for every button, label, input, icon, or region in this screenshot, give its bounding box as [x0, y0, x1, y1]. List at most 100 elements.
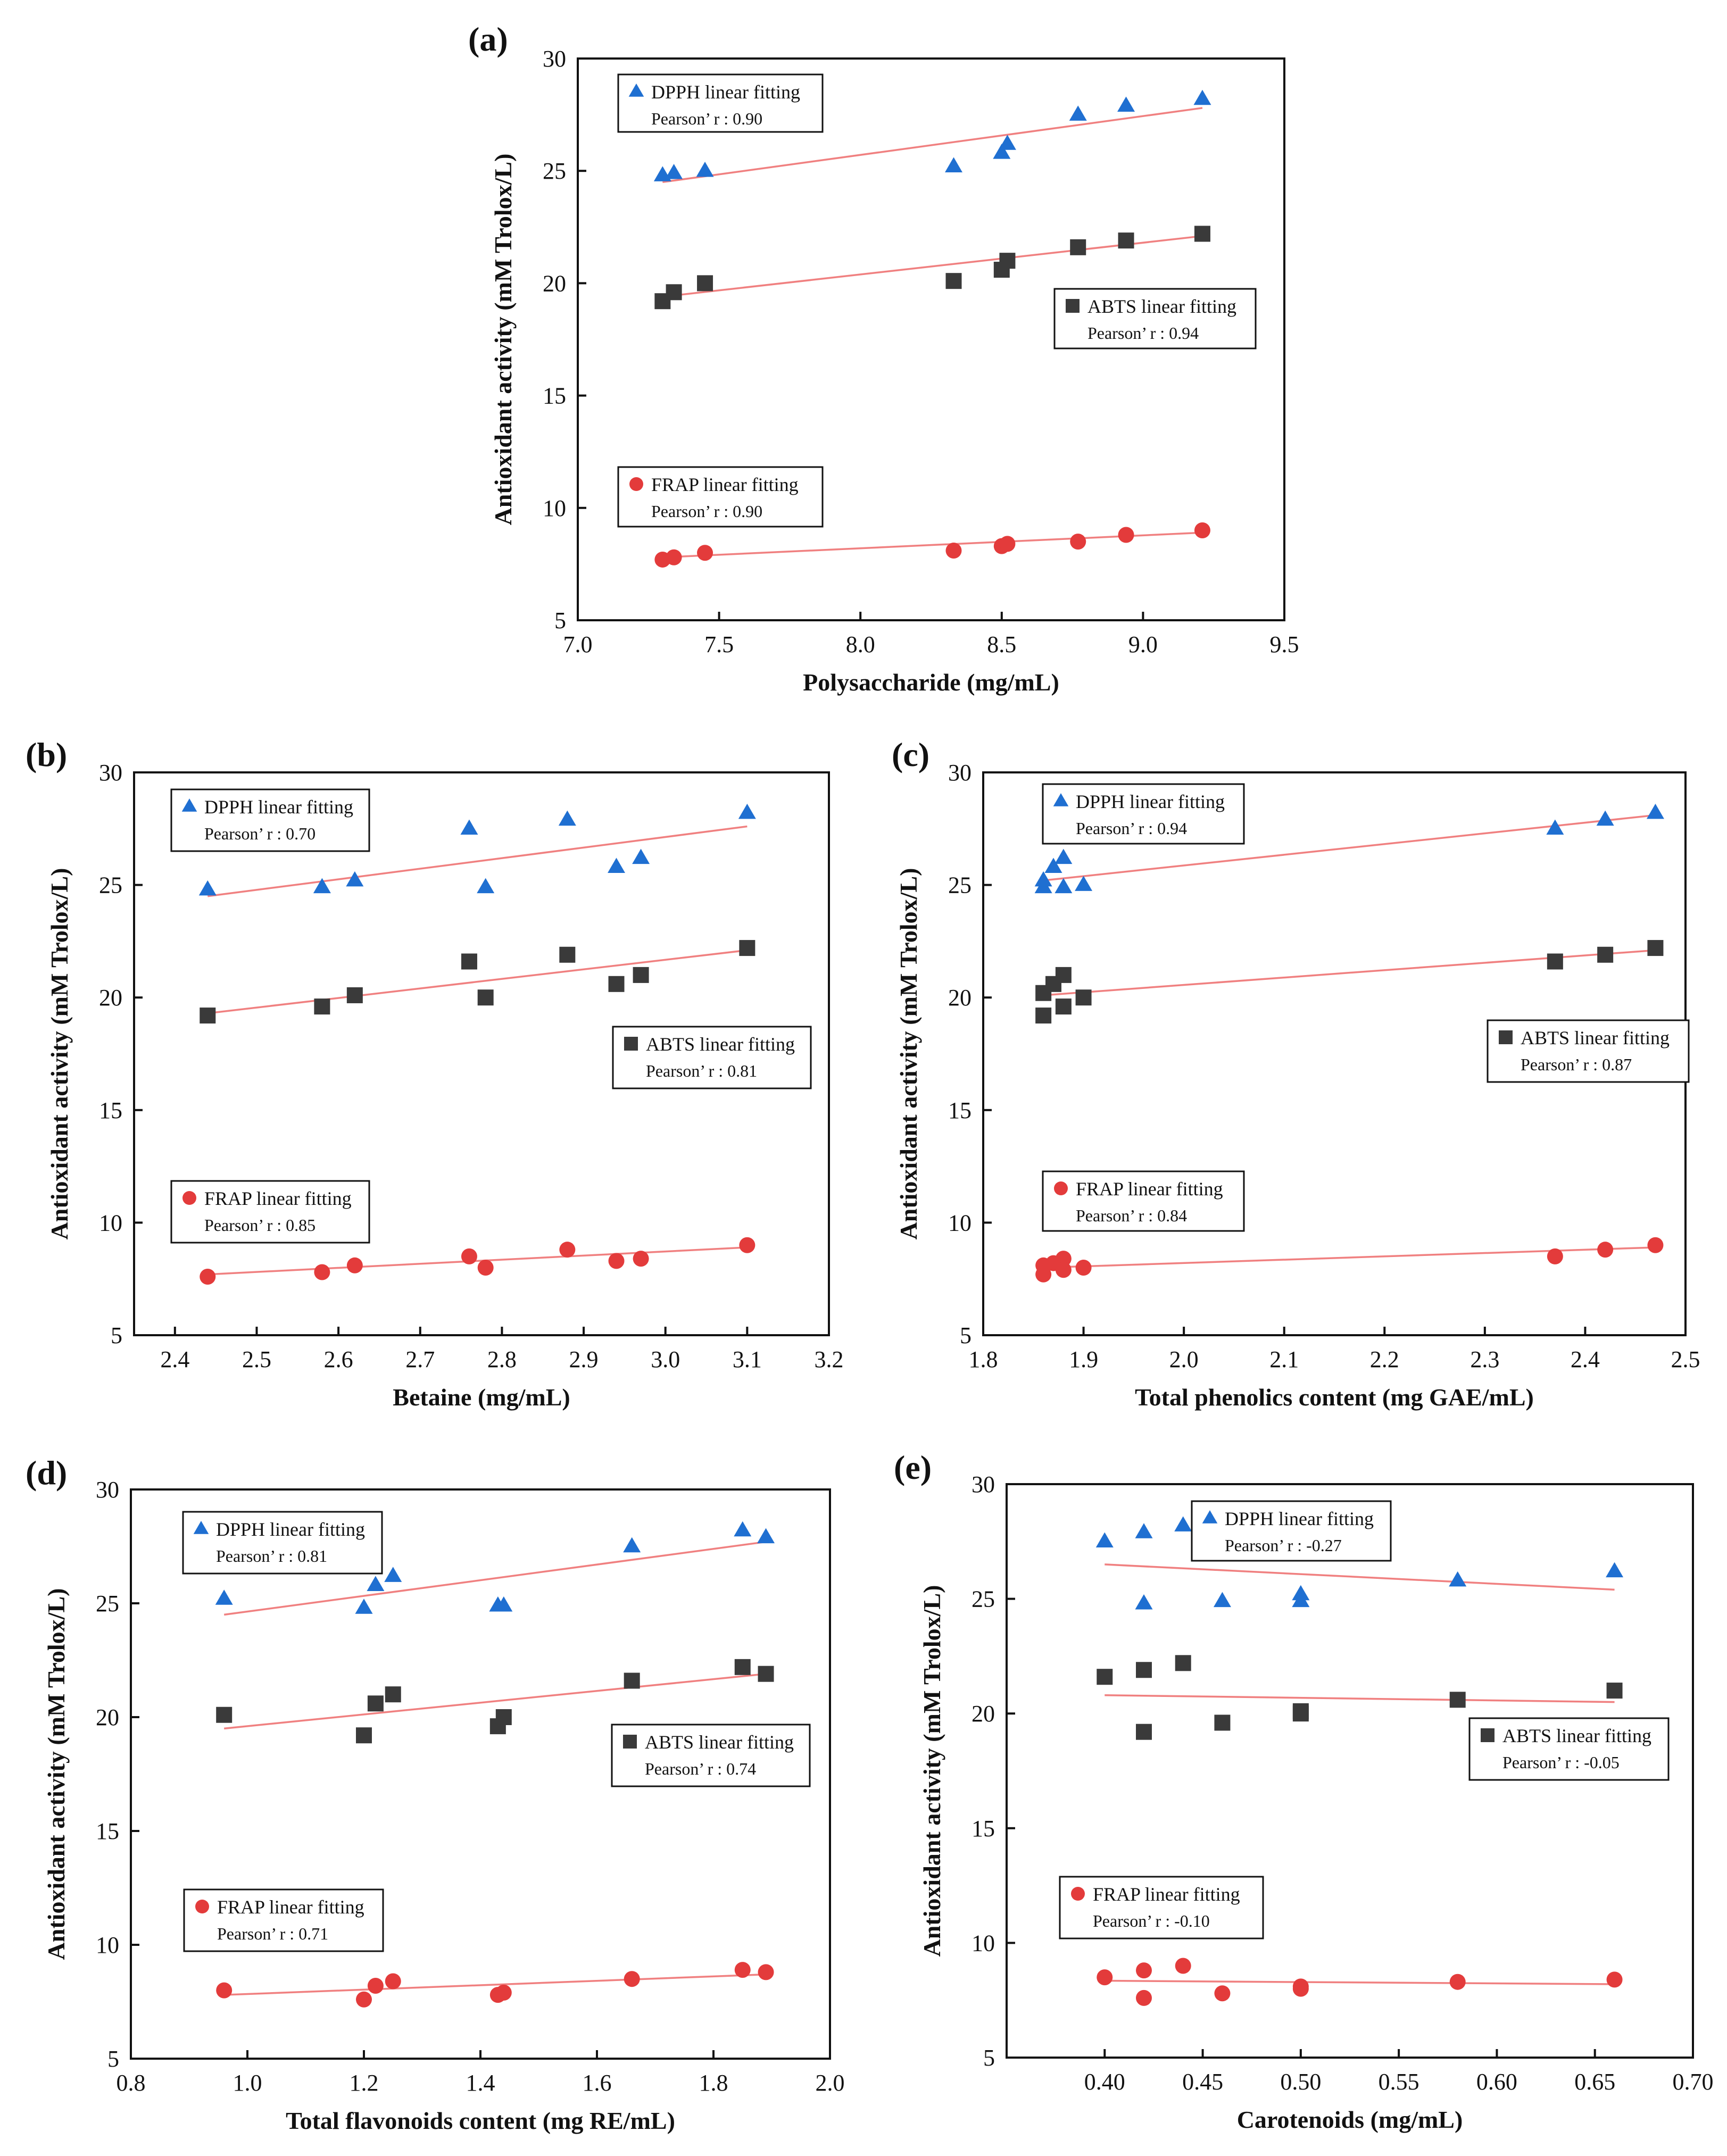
abts-point: [1175, 1655, 1191, 1671]
abts-legend: ABTS linear fitting Pearson’ r : 0.81: [612, 1026, 812, 1089]
pearson-value: Pearson’ r : -0.10: [1093, 1911, 1210, 1930]
y-tick-label: 20: [972, 1701, 995, 1727]
x-tick-label: 2.5: [242, 1346, 271, 1372]
frap-point: [734, 1962, 751, 1978]
x-tick-label: 0.8: [117, 2070, 146, 2096]
abts-point: [608, 976, 625, 992]
frap-fit-line: [1043, 1246, 1656, 1269]
frap-point: [385, 1973, 401, 1989]
frap-point: [1547, 1248, 1563, 1264]
abts-point: [1292, 1705, 1309, 1722]
x-tick-label: 2.3: [1470, 1346, 1499, 1372]
legend-label: ABTS linear fitting: [645, 1732, 794, 1753]
dpph-point: [1213, 1592, 1231, 1608]
legend-label: DPPH linear fitting: [1225, 1508, 1374, 1529]
dpph-point: [1117, 96, 1135, 112]
series-abts: [216, 1659, 774, 1744]
abts-point: [367, 1695, 384, 1712]
dpph-point: [460, 819, 478, 835]
legend-marker: [1066, 299, 1080, 313]
y-tick-label: 25: [948, 872, 972, 898]
dpph-point: [1044, 858, 1062, 873]
x-tick-label: 2.0: [1169, 1346, 1199, 1372]
pearson-value: Pearson’ r : 0.85: [204, 1216, 315, 1235]
legend-marker: [623, 1735, 637, 1749]
y-tick-label: 5: [960, 1322, 972, 1348]
y-tick-label: 20: [543, 270, 566, 296]
dpph-point: [1055, 878, 1073, 894]
legend-box: [1191, 1500, 1392, 1562]
series-frap: [1035, 1237, 1664, 1283]
x-tick-label: 1.6: [583, 2070, 612, 2096]
dpph-legend: DPPH linear fitting Pearson’ r : 0.81: [182, 1511, 383, 1575]
legend-box: [183, 1888, 384, 1952]
pearson-value: Pearson’ r : 0.84: [1076, 1206, 1187, 1225]
frap-legend: FRAP linear fitting Pearson’ r : -0.10: [1059, 1876, 1264, 1939]
legend-marker: [1053, 793, 1069, 806]
x-tick-label: 2.5: [1671, 1346, 1700, 1372]
dpph-point: [696, 161, 714, 177]
pearson-value: Pearson’ r : 0.81: [646, 1061, 757, 1080]
x-tick-label: 8.5: [987, 631, 1016, 657]
y-tick-label: 10: [96, 1932, 119, 1958]
abts-point: [1597, 946, 1614, 963]
frap-point: [1136, 1962, 1152, 1979]
frap-point: [559, 1242, 576, 1258]
frap-fit-line: [662, 531, 1203, 559]
abts-point: [999, 253, 1016, 269]
dpph-point: [734, 1521, 752, 1537]
abts-point: [356, 1727, 372, 1744]
abts-point: [1055, 998, 1072, 1015]
dpph-point: [1606, 1562, 1624, 1578]
legend-marker: [1481, 1728, 1494, 1742]
x-tick-label: 0.55: [1379, 2069, 1419, 2095]
frap-point: [608, 1253, 625, 1269]
frap-point: [1449, 1974, 1466, 1990]
x-tick-label: 0.60: [1476, 2069, 1517, 2095]
plot-frame: [1006, 1483, 1694, 2059]
legend-label: DPPH linear fitting: [204, 796, 353, 818]
x-tick-label: 1.9: [1069, 1346, 1098, 1372]
frap-point: [1070, 534, 1086, 550]
dpph-legend: DPPH linear fitting Pearson’ r : -0.27: [1191, 1500, 1392, 1562]
abts-point: [314, 998, 330, 1015]
dpph-legend: DPPH linear fitting Pearson’ r : 0.70: [170, 788, 370, 852]
dpph-point: [384, 1567, 402, 1582]
abts-point: [1097, 1669, 1113, 1685]
series-dpph: [653, 89, 1211, 184]
dpph-point: [632, 848, 650, 864]
frap-point: [314, 1264, 330, 1280]
abts-point: [734, 1659, 751, 1675]
panel-c: (c) 1.8 1.9 2.0 2.1 2.2 2.3 2.4 2.5 5 10 15 20 25 30 To…: [892, 736, 1700, 1411]
dpph-point: [198, 880, 217, 896]
x-tick-label: 2.6: [324, 1346, 353, 1372]
abts-fit-line: [207, 949, 748, 1014]
frap-point: [999, 536, 1016, 552]
y-tick-label: 15: [543, 383, 566, 409]
y-tick-label: 25: [972, 1586, 995, 1612]
legend-label: FRAP linear fitting: [651, 474, 799, 495]
x-tick-label: 1.0: [233, 2070, 262, 2096]
legend-box: [617, 466, 824, 528]
frap-point: [477, 1260, 494, 1276]
abts-fit-line: [662, 235, 1203, 298]
abts-point: [1035, 1008, 1052, 1024]
legend-marker: [182, 1191, 196, 1205]
legend-box: [1042, 783, 1245, 845]
x-tick-label: 1.8: [969, 1346, 998, 1372]
series-frap: [654, 522, 1210, 568]
legend-box: [182, 1511, 383, 1575]
pearson-value: Pearson’ r : 0.74: [645, 1759, 756, 1778]
frap-fit-line: [224, 1973, 766, 1996]
dpph-point: [623, 1537, 641, 1553]
dpph-point: [1135, 1523, 1153, 1538]
x-tick-label: 2.8: [487, 1346, 517, 1372]
abts-fit-line: [1105, 1694, 1615, 1703]
y-axis-title: Antioxidant activity (mM Trolox/L): [918, 1585, 945, 1957]
legend-marker: [1054, 1181, 1068, 1195]
x-axis-title: Total phenolics content (mg GAE/mL): [1135, 1384, 1534, 1411]
legend-marker: [1499, 1030, 1513, 1044]
frap-point: [739, 1237, 755, 1253]
